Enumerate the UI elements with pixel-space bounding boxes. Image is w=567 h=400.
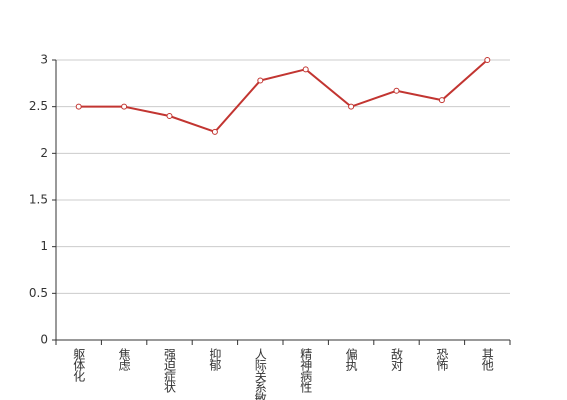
x-tick-label: 其他 xyxy=(480,348,494,371)
x-tick-label: 人际关系敏感 xyxy=(253,348,267,400)
x-tick-label: 焦虑 xyxy=(117,348,131,371)
point xyxy=(121,103,128,110)
point xyxy=(302,66,309,73)
x-tick-label: 强迫症状 xyxy=(163,348,177,393)
x-tick-label: 敌对 xyxy=(390,347,404,371)
x-tick-label: 恐怖 xyxy=(435,348,449,371)
y-tick-label: 1.5 xyxy=(29,193,48,207)
point xyxy=(166,113,173,119)
x-tick-label: 偏执 xyxy=(344,347,358,372)
point xyxy=(484,57,491,63)
x-tick-label: 躯体化 xyxy=(72,347,86,383)
line xyxy=(78,59,488,134)
x-tick-label: 精神病性 xyxy=(299,348,313,394)
y-tick-label: 3 xyxy=(40,53,48,67)
point xyxy=(348,103,355,110)
point xyxy=(211,128,218,135)
point xyxy=(438,97,445,104)
y-tick-label: 2.5 xyxy=(29,99,48,113)
point xyxy=(75,103,82,110)
point xyxy=(393,87,400,94)
y-tick-label: 1 xyxy=(40,239,48,253)
y-tick-label: 0 xyxy=(40,333,48,347)
point xyxy=(257,77,264,84)
y-tick-label: 0.5 xyxy=(29,286,48,300)
x-tick-label: 抑郁 xyxy=(208,347,222,372)
y-tick-label: 2 xyxy=(40,146,48,160)
